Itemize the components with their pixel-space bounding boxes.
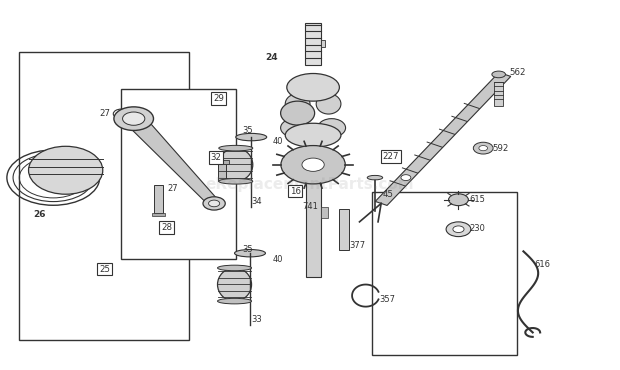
Text: 40: 40 — [273, 255, 283, 264]
Bar — [494, 82, 503, 106]
Text: 27: 27 — [100, 110, 111, 118]
Bar — [19, 52, 189, 340]
Bar — [122, 89, 236, 259]
Bar — [339, 209, 349, 249]
Circle shape — [453, 226, 464, 233]
Text: 32: 32 — [210, 153, 221, 162]
Bar — [215, 160, 229, 164]
Text: 34: 34 — [251, 197, 262, 206]
Text: 40: 40 — [273, 137, 283, 146]
Text: eReplacementParts.com: eReplacementParts.com — [206, 178, 414, 192]
Text: 24: 24 — [265, 53, 278, 62]
Circle shape — [473, 142, 493, 154]
Ellipse shape — [285, 123, 341, 147]
Text: 25: 25 — [99, 265, 110, 273]
Circle shape — [208, 200, 219, 207]
Circle shape — [114, 107, 154, 131]
Text: 35: 35 — [242, 245, 252, 254]
Ellipse shape — [492, 71, 505, 78]
Circle shape — [446, 222, 471, 236]
Bar — [154, 185, 163, 213]
Bar — [218, 164, 226, 181]
Text: 28: 28 — [161, 223, 172, 232]
Text: 29: 29 — [213, 94, 224, 103]
Ellipse shape — [281, 119, 309, 137]
Ellipse shape — [234, 249, 265, 257]
Text: 377: 377 — [349, 241, 365, 250]
Text: 357: 357 — [379, 295, 396, 304]
Text: 741: 741 — [303, 202, 319, 211]
Circle shape — [123, 112, 145, 125]
Ellipse shape — [218, 265, 252, 271]
Text: 592: 592 — [492, 144, 509, 154]
Ellipse shape — [219, 145, 253, 151]
Circle shape — [479, 145, 487, 151]
Ellipse shape — [281, 101, 314, 125]
Text: 26: 26 — [33, 210, 45, 219]
Ellipse shape — [219, 148, 253, 181]
Ellipse shape — [367, 175, 383, 180]
Ellipse shape — [219, 179, 253, 184]
Ellipse shape — [285, 94, 310, 114]
Circle shape — [401, 175, 411, 181]
Text: 227: 227 — [383, 152, 399, 161]
Circle shape — [302, 158, 324, 171]
Bar — [306, 174, 321, 277]
Circle shape — [203, 197, 225, 210]
Bar — [321, 207, 328, 218]
Text: 33: 33 — [251, 315, 262, 324]
Text: 27: 27 — [168, 184, 179, 193]
Ellipse shape — [316, 94, 341, 114]
Bar — [305, 23, 321, 65]
Bar — [153, 213, 165, 216]
Text: 616: 616 — [534, 260, 550, 269]
Ellipse shape — [287, 74, 339, 101]
Text: 615: 615 — [469, 195, 485, 204]
Bar — [372, 192, 517, 354]
Circle shape — [281, 145, 345, 184]
Text: 45: 45 — [383, 191, 394, 199]
Text: 16: 16 — [290, 187, 301, 196]
Ellipse shape — [29, 146, 103, 194]
Text: 562: 562 — [509, 68, 526, 77]
Ellipse shape — [236, 134, 267, 141]
Circle shape — [448, 194, 468, 206]
Text: 230: 230 — [469, 224, 485, 233]
Ellipse shape — [218, 298, 252, 304]
Polygon shape — [375, 73, 511, 205]
Ellipse shape — [218, 268, 252, 301]
Polygon shape — [124, 115, 219, 205]
Ellipse shape — [317, 119, 345, 137]
Text: 35: 35 — [242, 126, 252, 135]
Bar — [321, 40, 326, 47]
